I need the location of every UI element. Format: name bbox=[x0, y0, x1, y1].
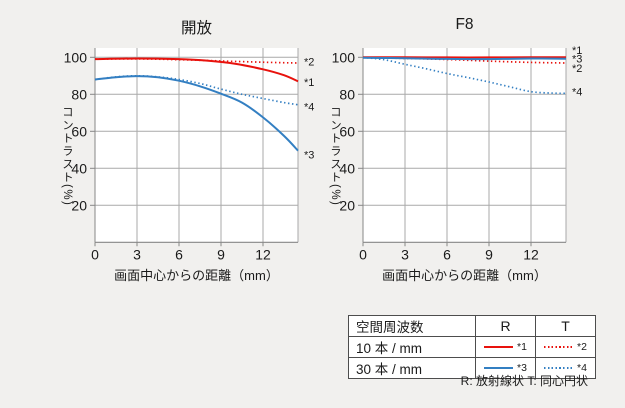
svg-text:20: 20 bbox=[71, 197, 87, 213]
svg-text:20: 20 bbox=[339, 197, 355, 213]
legend-cell-10-t: *2 bbox=[535, 336, 596, 358]
svg-text:*2: *2 bbox=[304, 57, 314, 69]
blue-solid-line-swatch bbox=[484, 367, 514, 369]
legend-frequency-10: 10 本 / mm bbox=[348, 336, 476, 358]
legend-header-r: R bbox=[475, 315, 536, 337]
svg-text:0: 0 bbox=[91, 246, 99, 262]
x-axis-label-f8: 画面中心からの距離（mm） bbox=[382, 268, 547, 283]
y-axis-label-wide-open: コントラスト(%) bbox=[61, 106, 73, 207]
chart-title-wide-open: 開放 bbox=[180, 20, 212, 37]
chart-title-f8: F8 bbox=[455, 16, 474, 33]
svg-text:60: 60 bbox=[71, 123, 87, 139]
x-axis-label-wide-open: 画面中心からの距離（mm） bbox=[114, 268, 279, 283]
chart-f8: F8 コントラスト(%) 20 40 60 80 100 0 3 6 9 12 *1 *2 *3 *4 画… bbox=[325, 0, 599, 300]
red-dotted-line-swatch bbox=[544, 346, 574, 348]
svg-text:100: 100 bbox=[332, 49, 356, 65]
svg-text:80: 80 bbox=[339, 86, 355, 102]
svg-text:80: 80 bbox=[71, 86, 87, 102]
svg-text:*2: *2 bbox=[572, 63, 582, 75]
legend-header-row: 空間周波数 R T bbox=[348, 315, 596, 337]
svg-text:6: 6 bbox=[443, 246, 451, 262]
chart-plot-f8: 20 40 60 80 100 0 3 6 9 12 *1 *2 *3 *4 bbox=[325, 44, 599, 268]
svg-text:*3: *3 bbox=[304, 149, 314, 161]
legend-table: 空間周波数 R T 10 本 / mm *1 *2 bbox=[348, 315, 596, 379]
blue-dotted-line-swatch bbox=[544, 367, 574, 369]
legend-row-10-lines: 10 本 / mm *1 *2 bbox=[348, 336, 596, 358]
swatch-label-4: *4 bbox=[577, 362, 587, 374]
svg-text:40: 40 bbox=[339, 160, 355, 176]
svg-text:9: 9 bbox=[485, 246, 493, 262]
svg-text:*4: *4 bbox=[572, 86, 582, 98]
svg-text:6: 6 bbox=[175, 246, 183, 262]
chart-wide-open: 開放 コントラスト(%) 20 40 60 80 100 0 3 6 9 12 *1 *2 *3 *4 画… bbox=[57, 0, 331, 300]
red-solid-line-swatch bbox=[484, 346, 514, 348]
mtf-line-chart: 20 40 60 80 100 0 3 6 9 12 *1 *2 *3 *4 bbox=[64, 48, 314, 262]
svg-text:*3: *3 bbox=[572, 54, 582, 66]
svg-text:0: 0 bbox=[359, 246, 367, 262]
svg-text:*1: *1 bbox=[572, 45, 582, 57]
legend-header-frequency: 空間周波数 bbox=[348, 315, 476, 337]
legend-cell-30-t: *4 bbox=[535, 357, 596, 379]
svg-text:3: 3 bbox=[401, 246, 409, 262]
y-axis-label-f8: コントラスト(%) bbox=[329, 106, 341, 207]
legend-cell-10-r: *1 bbox=[475, 336, 536, 358]
svg-text:12: 12 bbox=[255, 246, 271, 262]
mtf-line-chart: 20 40 60 80 100 0 3 6 9 12 *1 *2*3 *4 bbox=[332, 45, 583, 262]
legend-row-30-lines: 30 本 / mm *3 *4 bbox=[348, 357, 596, 379]
svg-text:3: 3 bbox=[133, 246, 141, 262]
swatch-label-3: *3 bbox=[517, 362, 527, 374]
svg-text:100: 100 bbox=[64, 49, 88, 65]
legend-header-t: T bbox=[535, 315, 596, 337]
legend-frequency-30: 30 本 / mm bbox=[348, 357, 476, 379]
chart-plot-wide-open: 20 40 60 80 100 0 3 6 9 12 *1 *2 *3 *4 bbox=[57, 44, 331, 268]
svg-text:12: 12 bbox=[523, 246, 539, 262]
svg-text:40: 40 bbox=[71, 160, 87, 176]
svg-text:*1: *1 bbox=[304, 77, 314, 89]
svg-text:9: 9 bbox=[217, 246, 225, 262]
legend-caption: R: 放射線状 T: 同心円状 bbox=[460, 374, 588, 388]
svg-text:60: 60 bbox=[339, 123, 355, 139]
swatch-label-2: *2 bbox=[577, 341, 587, 353]
svg-text:*4: *4 bbox=[304, 101, 314, 113]
swatch-label-1: *1 bbox=[517, 341, 527, 353]
